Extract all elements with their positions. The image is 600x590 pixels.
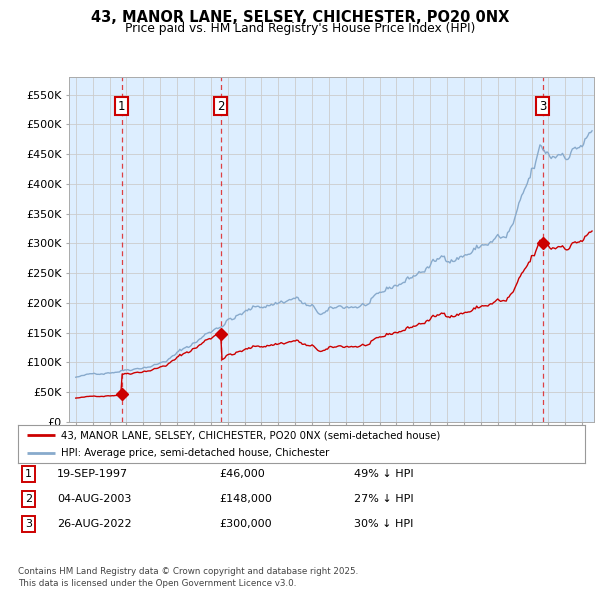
Text: Price paid vs. HM Land Registry's House Price Index (HPI): Price paid vs. HM Land Registry's House … — [125, 22, 475, 35]
Text: 3: 3 — [25, 519, 32, 529]
Text: 1: 1 — [25, 470, 32, 479]
Text: £46,000: £46,000 — [219, 470, 265, 479]
Text: 30% ↓ HPI: 30% ↓ HPI — [354, 519, 413, 529]
Text: 43, MANOR LANE, SELSEY, CHICHESTER, PO20 0NX: 43, MANOR LANE, SELSEY, CHICHESTER, PO20… — [91, 10, 509, 25]
Text: 49% ↓ HPI: 49% ↓ HPI — [354, 470, 413, 479]
Text: 04-AUG-2003: 04-AUG-2003 — [57, 494, 131, 504]
Text: 26-AUG-2022: 26-AUG-2022 — [57, 519, 131, 529]
Text: £148,000: £148,000 — [219, 494, 272, 504]
Text: 27% ↓ HPI: 27% ↓ HPI — [354, 494, 413, 504]
Text: 43, MANOR LANE, SELSEY, CHICHESTER, PO20 0NX (semi-detached house): 43, MANOR LANE, SELSEY, CHICHESTER, PO20… — [61, 430, 440, 440]
Text: HPI: Average price, semi-detached house, Chichester: HPI: Average price, semi-detached house,… — [61, 448, 329, 458]
Text: £300,000: £300,000 — [219, 519, 272, 529]
Text: 2: 2 — [217, 100, 224, 113]
Text: 2: 2 — [25, 494, 32, 504]
Text: 19-SEP-1997: 19-SEP-1997 — [57, 470, 128, 479]
Text: Contains HM Land Registry data © Crown copyright and database right 2025.
This d: Contains HM Land Registry data © Crown c… — [18, 568, 358, 588]
Text: 1: 1 — [118, 100, 125, 113]
Text: 3: 3 — [539, 100, 546, 113]
